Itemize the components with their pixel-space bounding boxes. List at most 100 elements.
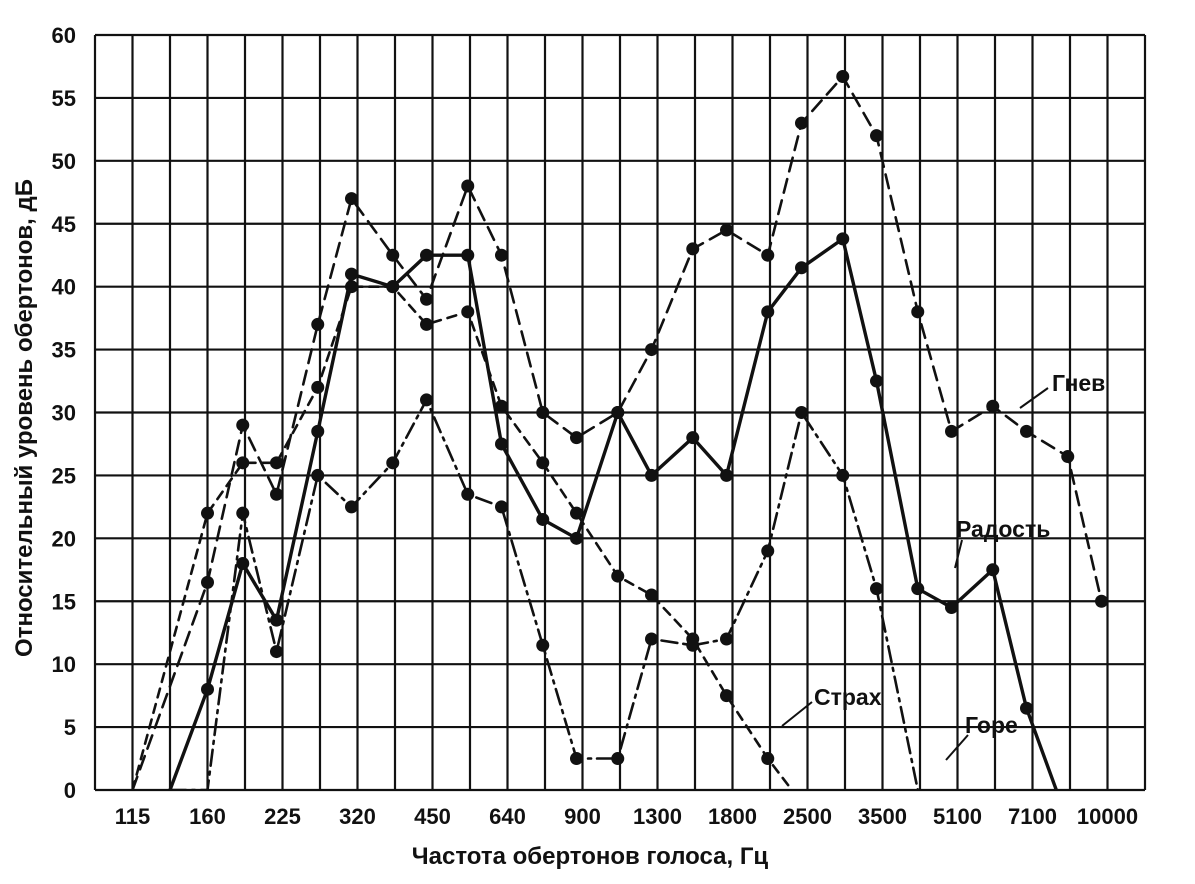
data-point bbox=[386, 248, 400, 262]
data-point bbox=[536, 638, 550, 652]
data-point bbox=[1020, 424, 1033, 438]
x-tick-label: 5100 bbox=[933, 804, 982, 829]
data-point bbox=[795, 261, 808, 275]
x-tick-label: 1800 bbox=[708, 804, 757, 829]
data-point bbox=[720, 468, 733, 482]
y-tick-label: 5 bbox=[64, 715, 76, 740]
x-tick-label: 450 bbox=[414, 804, 451, 829]
data-point bbox=[270, 487, 283, 501]
data-point bbox=[345, 192, 358, 206]
data-point bbox=[461, 179, 475, 193]
data-point bbox=[461, 305, 475, 319]
chart-series bbox=[131, 70, 1108, 790]
data-point bbox=[345, 280, 358, 294]
data-point bbox=[461, 487, 475, 501]
y-tick-label: 30 bbox=[52, 401, 76, 426]
x-tick-label: 3500 bbox=[858, 804, 907, 829]
series-line bbox=[168, 398, 922, 790]
data-point bbox=[836, 468, 850, 482]
data-point bbox=[201, 506, 214, 520]
series-3 bbox=[168, 393, 922, 790]
y-axis-label: Относительный уровень обертонов, дБ bbox=[11, 179, 38, 657]
y-tick-label: 35 bbox=[52, 338, 76, 363]
data-point bbox=[911, 305, 925, 319]
series-2 bbox=[131, 280, 794, 790]
data-point bbox=[570, 531, 583, 545]
chart-ticks: 0 5 10 15 20 25 30 35 40 45 50 55 60 115 160 225 320 450 6… bbox=[52, 23, 1139, 829]
x-tick-label: 1300 bbox=[633, 804, 682, 829]
data-point bbox=[795, 116, 808, 130]
data-point bbox=[201, 682, 214, 696]
data-point bbox=[536, 406, 550, 419]
data-point bbox=[870, 129, 883, 143]
data-point bbox=[570, 506, 583, 520]
data-point bbox=[386, 280, 400, 294]
data-point bbox=[836, 70, 850, 84]
data-point bbox=[870, 374, 883, 388]
data-point bbox=[236, 418, 250, 432]
y-tick-label: 0 bbox=[64, 778, 76, 803]
label-gore: Горе bbox=[965, 712, 1018, 738]
data-point bbox=[761, 544, 775, 558]
data-point bbox=[686, 638, 700, 652]
y-tick-label: 40 bbox=[52, 275, 76, 300]
data-point bbox=[570, 431, 583, 445]
data-point bbox=[1095, 594, 1108, 608]
data-point bbox=[720, 689, 733, 703]
data-point bbox=[386, 456, 400, 470]
data-point bbox=[311, 468, 325, 482]
y-tick-label: 20 bbox=[52, 526, 76, 551]
x-tick-label: 640 bbox=[489, 804, 526, 829]
strakh-leader bbox=[781, 701, 813, 727]
x-tick-label: 900 bbox=[564, 804, 601, 829]
gnev-leader bbox=[1019, 387, 1049, 409]
data-point bbox=[311, 380, 325, 394]
data-point bbox=[870, 582, 883, 596]
data-point bbox=[761, 305, 775, 319]
data-point bbox=[236, 506, 250, 520]
series-line bbox=[131, 75, 1103, 790]
label-radost: Радость bbox=[956, 516, 1050, 542]
data-point bbox=[611, 569, 625, 583]
x-tick-label: 10000 bbox=[1077, 804, 1138, 829]
label-gnev: Гнев bbox=[1052, 370, 1105, 396]
data-point bbox=[986, 399, 1000, 413]
data-point bbox=[461, 248, 475, 262]
data-point bbox=[536, 512, 550, 526]
data-point bbox=[495, 437, 508, 451]
data-point bbox=[611, 752, 625, 766]
data-point bbox=[761, 248, 775, 262]
data-point bbox=[495, 248, 508, 262]
data-point bbox=[945, 601, 958, 615]
data-point bbox=[945, 424, 958, 438]
data-point bbox=[270, 613, 283, 627]
data-point bbox=[345, 500, 358, 514]
data-point bbox=[911, 582, 925, 596]
data-point bbox=[420, 317, 433, 331]
data-point bbox=[345, 267, 358, 281]
data-point bbox=[795, 406, 808, 419]
data-point bbox=[645, 343, 658, 357]
data-point bbox=[686, 242, 700, 256]
data-point bbox=[420, 393, 433, 407]
data-point bbox=[270, 456, 283, 470]
data-point bbox=[420, 248, 433, 262]
data-point bbox=[311, 317, 325, 331]
y-tick-label: 55 bbox=[52, 86, 76, 111]
data-point bbox=[536, 456, 550, 470]
data-point bbox=[645, 468, 658, 482]
y-tick-label: 25 bbox=[52, 463, 76, 488]
chart-annotations: Гнев Радость Страх Горе bbox=[781, 370, 1105, 761]
data-point bbox=[645, 632, 658, 646]
y-tick-label: 50 bbox=[52, 149, 76, 174]
radost-leader bbox=[954, 539, 963, 569]
data-point bbox=[1061, 450, 1075, 464]
data-point bbox=[495, 500, 508, 514]
x-tick-label: 115 bbox=[115, 804, 151, 829]
y-tick-label: 15 bbox=[52, 589, 76, 614]
data-point bbox=[495, 399, 508, 413]
data-point bbox=[720, 223, 733, 237]
gore-leader bbox=[945, 734, 969, 761]
label-strakh: Страх bbox=[814, 684, 882, 710]
